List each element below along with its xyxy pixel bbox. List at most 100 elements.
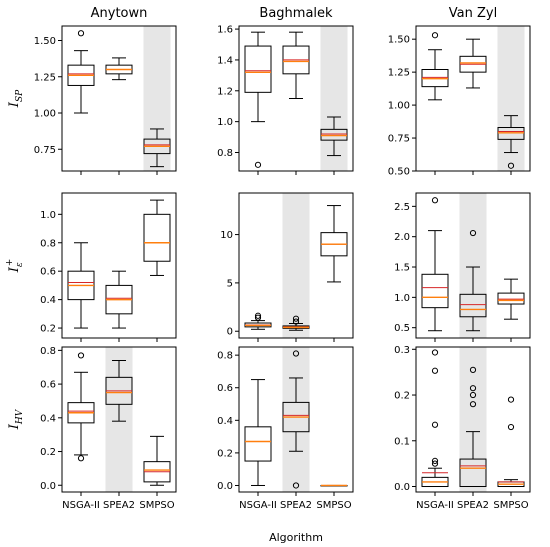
highlight-band bbox=[459, 193, 487, 338]
y-label-subscript: HV bbox=[15, 408, 25, 425]
x-tick-label: SMPSO bbox=[493, 500, 528, 511]
y-tick-label: 0 bbox=[227, 327, 233, 338]
box-nsgaii bbox=[244, 379, 272, 486]
y-tick-label: 1.25 bbox=[34, 72, 56, 83]
box-spea2 bbox=[459, 229, 487, 332]
box-nsgaii bbox=[244, 31, 272, 168]
outlier-point bbox=[431, 197, 439, 204]
panel-r1c2: 0.5 1.0 1.5 2.0 2.5 bbox=[394, 192, 531, 342]
panel-r0c1: 0.8 1.0 1.2 1.4 1.6 bbox=[217, 25, 354, 175]
box-smpso bbox=[497, 278, 525, 320]
y-tick-label: 0.2 bbox=[217, 448, 233, 459]
y-tick-label: 0.0 bbox=[40, 481, 56, 492]
box-smpso bbox=[143, 199, 171, 276]
panel-r2c1: 0.0 0.2 0.4 0.6 0.8 NSGA-II SPEA2 SMPSO bbox=[217, 346, 354, 511]
panel-r2c2: 0.0 0.1 0.2 0.3 NSGA-II SPEA2 SMPSO bbox=[394, 345, 531, 511]
y-tick-label: 1.50 bbox=[34, 36, 56, 47]
panel-grid: 0.751.001.251.500.81.01.21.41.60.500.751… bbox=[34, 25, 531, 511]
highlight-band bbox=[459, 347, 487, 492]
y-label-main: I bbox=[7, 101, 22, 108]
y-tick-label: 0.4 bbox=[40, 413, 56, 424]
outlier-point bbox=[254, 314, 262, 321]
outlier-point bbox=[254, 161, 262, 168]
y-tick-label: 10 bbox=[220, 230, 233, 241]
y-tick-label: 0.75 bbox=[388, 134, 410, 145]
outlier-point bbox=[469, 229, 477, 237]
column-title-baghmalek: Baghmalek bbox=[259, 6, 333, 21]
y-axis-label: ISP bbox=[7, 89, 25, 108]
outlier-point bbox=[431, 421, 439, 428]
iqr-box bbox=[497, 292, 525, 305]
outlier-point bbox=[507, 162, 515, 169]
y-tick-label: 1.50 bbox=[388, 35, 410, 46]
box-smpso bbox=[320, 205, 348, 283]
panel-r2c0: 0.0 0.2 0.4 0.6 0.8 NSGA-II SPEA2 SMPSO bbox=[40, 346, 177, 511]
y-axis-label: IHV bbox=[7, 408, 25, 430]
x-tick-label: SPEA2 bbox=[457, 500, 489, 511]
iqr-box bbox=[244, 45, 272, 93]
panel-r0c0: 0.75 1.00 1.25 1.50 bbox=[34, 25, 177, 175]
y-label-subscript: SP bbox=[15, 89, 25, 102]
outlier-point bbox=[77, 455, 85, 462]
outlier-point bbox=[431, 460, 439, 467]
y-tick-label: 1.0 bbox=[217, 117, 233, 128]
highlight-band bbox=[282, 193, 310, 338]
highlight-band bbox=[143, 26, 171, 171]
outlier-point bbox=[292, 318, 300, 325]
y-tick-label: 0.50 bbox=[388, 167, 410, 178]
y-tick-label: 0.2 bbox=[40, 447, 56, 458]
y-tick-label: 1.00 bbox=[388, 101, 410, 112]
iqr-box bbox=[459, 458, 487, 488]
y-tick-label: 0.8 bbox=[217, 351, 233, 362]
y-tick-label: 0.2 bbox=[40, 324, 56, 335]
y-tick-label: 0.4 bbox=[40, 295, 56, 306]
y-tick-label: 1.2 bbox=[217, 86, 233, 97]
y-tick-label: 1.25 bbox=[388, 68, 410, 79]
outlier-point bbox=[431, 457, 439, 464]
outlier-point bbox=[431, 349, 439, 356]
y-tick-label: 0.2 bbox=[394, 391, 410, 402]
x-axis-label: Algorithm bbox=[269, 531, 323, 544]
panel-r1c0: 0.2 0.4 0.6 0.8 1.0 bbox=[40, 192, 177, 342]
y-tick-label: 0.1 bbox=[394, 436, 410, 447]
outlier-point bbox=[469, 401, 477, 408]
y-tick-label: 0.75 bbox=[34, 145, 56, 156]
outlier-point bbox=[507, 423, 515, 431]
box-smpso bbox=[320, 484, 348, 487]
x-tick-label: SMPSO bbox=[316, 500, 351, 511]
column-title-anytown: Anytown bbox=[91, 6, 148, 21]
highlight-band bbox=[282, 347, 310, 492]
x-tick-label: NSGA-II bbox=[416, 500, 454, 511]
y-tick-label: 1.00 bbox=[34, 109, 56, 120]
panel-r1c1: 0 5 10 bbox=[220, 192, 354, 342]
outlier-point bbox=[292, 482, 300, 489]
y-tick-label: 0.0 bbox=[394, 482, 410, 493]
box-spea2 bbox=[459, 366, 487, 488]
y-axis-label: Iε+ bbox=[5, 259, 25, 274]
y-tick-label: 0.8 bbox=[40, 346, 56, 357]
box-nsgaii bbox=[421, 349, 449, 488]
outlier-point bbox=[431, 32, 439, 39]
y-tick-label: 0.6 bbox=[217, 383, 233, 394]
box-nsgaii bbox=[67, 242, 95, 329]
y-tick-label: 0.5 bbox=[394, 323, 410, 334]
y-tick-label: 0.6 bbox=[40, 267, 56, 278]
x-tick-label: SPEA2 bbox=[280, 500, 312, 511]
box-spea2 bbox=[282, 350, 310, 489]
box-spea2 bbox=[459, 38, 487, 89]
box-smpso bbox=[497, 115, 525, 169]
iqr-box bbox=[143, 213, 171, 262]
iqr-box bbox=[244, 426, 272, 462]
outlier-point bbox=[469, 385, 477, 392]
y-tick-label: 1.5 bbox=[394, 263, 410, 274]
box-smpso bbox=[320, 116, 348, 157]
outlier-point bbox=[77, 30, 85, 37]
outlier-point bbox=[77, 352, 85, 359]
box-nsgaii bbox=[244, 312, 272, 330]
panel-r0c2: 0.50 0.75 1.00 1.25 1.50 bbox=[388, 25, 531, 178]
box-smpso bbox=[143, 128, 171, 168]
outlier-point bbox=[254, 312, 262, 319]
y-tick-label: 0.6 bbox=[40, 380, 56, 391]
